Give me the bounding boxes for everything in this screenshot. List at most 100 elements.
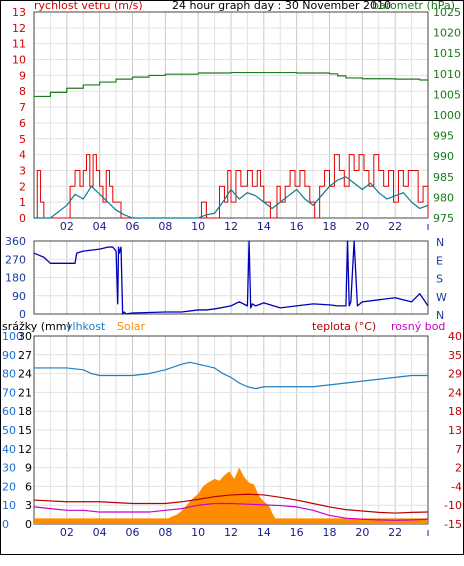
temp-y-tick: 40 (448, 330, 462, 343)
pressure-y-tick: 990 (433, 150, 454, 163)
wind-y-tick: 4 (19, 149, 26, 162)
pressure-y-tick: 975 (433, 212, 454, 225)
pressure-y-tick: 1000 (433, 109, 461, 122)
chart-title: 24 hour graph day : 30 November 2010 (172, 0, 391, 12)
direction-border (33, 240, 429, 315)
temp-x-tick: 14 (257, 526, 271, 539)
wind-x-tick: 14 (257, 220, 271, 233)
temp-x-tick: 10 (191, 526, 205, 539)
temp-x-tick: 22 (388, 526, 402, 539)
temp-x-tick: 02 (60, 526, 74, 539)
temp-axis-label: teplota (°C) (312, 320, 376, 333)
wind-y-tick: 5 (19, 133, 26, 146)
rain-y-tick: 40 (2, 443, 16, 456)
temp-y-tick: -10 (444, 499, 462, 512)
humidity-line (34, 361, 428, 390)
rain-y-tick: 10 (2, 499, 16, 512)
wind-x-tick: 18 (323, 220, 337, 233)
pressure-y-tick: 995 (433, 130, 454, 143)
wind-y-tick: 13 (12, 6, 26, 19)
wind-y-tick: 8 (19, 85, 26, 98)
humidity-y-tick: 15 (18, 424, 32, 437)
wind-y-tick: 10 (12, 54, 26, 67)
direction-compass-label: N (436, 309, 444, 322)
temp-y-tick: 18 (448, 405, 462, 418)
wind-x-tick: 22 (388, 220, 402, 233)
temp-x-tick: 06 (126, 526, 140, 539)
rain-y-tick: 0 (2, 518, 9, 531)
temp-x-tick: 08 (158, 526, 172, 539)
temp-x-tick: 18 (323, 526, 337, 539)
wind-x-tick: 20 (355, 220, 369, 233)
dew-axis-label: rosný bod (391, 320, 445, 333)
direction-line (33, 240, 429, 315)
humidity-y-tick: 6 (25, 480, 32, 493)
humidity-y-tick: 30 (18, 330, 32, 343)
pressure-y-tick: 1025 (433, 6, 461, 19)
rain-axis-label: srážky (mm) (2, 320, 71, 333)
temp-y-tick: 7 (455, 443, 462, 456)
temp-y-tick: 29 (448, 368, 462, 381)
wind-average-line (34, 176, 429, 219)
pressure-y-tick: 985 (433, 171, 454, 184)
direction-y-tick: 360 (5, 235, 26, 248)
direction-y-tick: 90 (12, 290, 26, 303)
wind-x-tick: 02 (60, 220, 74, 233)
wind-x-tick: 08 (158, 220, 172, 233)
humidity-y-tick: 3 (25, 499, 32, 512)
temp-x-tick: 16 (290, 526, 304, 539)
humidity-axis-label: vlhkost (66, 320, 106, 333)
solar-area (34, 467, 428, 524)
rain-y-tick: 20 (2, 480, 16, 493)
rain-y-tick: 90 (2, 349, 16, 362)
rain-y-tick: 30 (2, 462, 16, 475)
wind-x-tick-end: ı (426, 220, 429, 233)
pressure-axis-label: barometr (hPa) (372, 0, 455, 12)
humidity-y-tick: 21 (18, 386, 32, 399)
pressure-line (34, 71, 429, 98)
humidity-y-tick: 27 (18, 349, 32, 362)
wind-x-tick: 12 (224, 220, 238, 233)
humidity-y-tick: 9 (25, 462, 32, 475)
wind-x-tick: 16 (290, 220, 304, 233)
wind-y-tick: 0 (19, 212, 26, 225)
wind-y-tick: 3 (19, 164, 26, 177)
rain-y-tick: 60 (2, 405, 16, 418)
rain-y-tick: 80 (2, 368, 16, 381)
temperature-line (33, 493, 429, 514)
direction-compass-label: S (436, 273, 443, 286)
rain-y-tick: 50 (2, 424, 16, 437)
temp-x-tick-end: ı (426, 526, 429, 539)
wind-y-tick: 12 (12, 22, 26, 35)
wind-y-tick: 9 (19, 69, 26, 82)
wind-x-tick: 06 (126, 220, 140, 233)
wind-y-tick: 1 (19, 196, 26, 209)
humidity-y-tick: 12 (18, 443, 32, 456)
humidity-y-tick: 24 (18, 368, 32, 381)
wind-y-tick: 11 (12, 38, 26, 51)
temp-y-tick: -15 (444, 518, 462, 531)
pressure-y-tick: 1020 (433, 27, 461, 40)
wind-axis-label: rychlost vetru (m/s) (34, 0, 143, 12)
direction-compass-label: N (436, 236, 444, 249)
temp-x-tick: 04 (93, 526, 107, 539)
temp-y-tick: 24 (448, 386, 462, 399)
temp-x-tick: 20 (355, 526, 369, 539)
pressure-y-tick: 1015 (433, 47, 461, 60)
wind-x-tick: 04 (93, 220, 107, 233)
direction-compass-label: W (436, 291, 447, 304)
rain-y-tick: 70 (2, 386, 16, 399)
direction-y-tick: 270 (5, 253, 26, 266)
rain-y-tick: 100 (2, 330, 23, 343)
wind-y-tick: 6 (19, 117, 26, 130)
temp-y-tick: 13 (448, 424, 462, 437)
wind-y-tick: 2 (19, 180, 26, 193)
direction-y-tick: 0 (19, 308, 26, 321)
temp-y-tick: 35 (448, 349, 462, 362)
pressure-y-tick: 980 (433, 191, 454, 204)
direction-compass-label: E (436, 254, 443, 267)
dew-point-line (33, 502, 429, 521)
temp-y-tick: 2 (455, 462, 462, 475)
wind-gust-line (34, 154, 429, 219)
